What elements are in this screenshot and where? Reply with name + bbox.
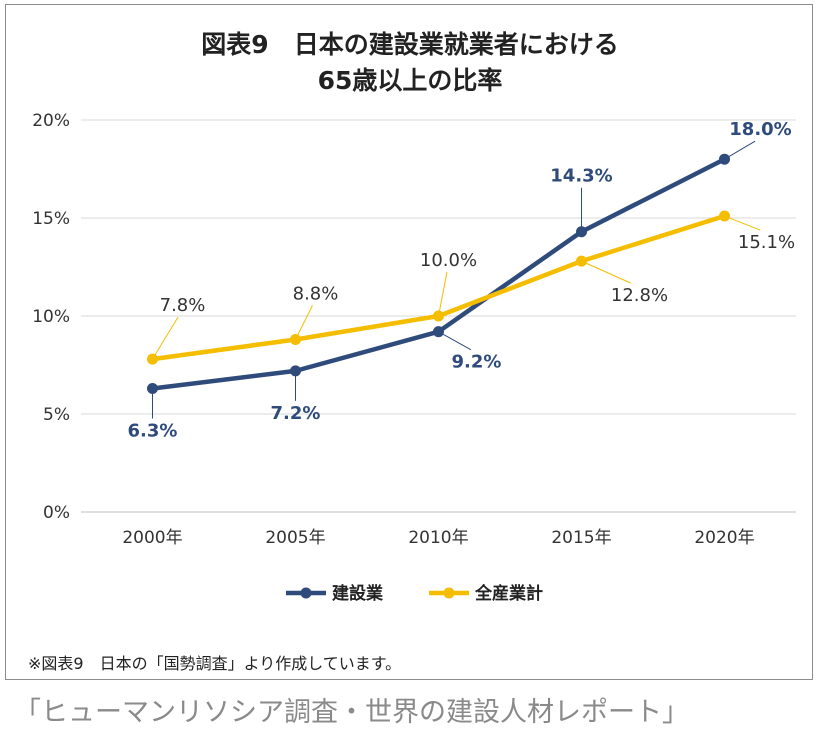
- y-tick-label: 15%: [32, 209, 70, 229]
- legend-label: 建設業: [332, 583, 383, 604]
- data-labels: 6.3% 7.2% 9.2% 14.3% 18.0% 7.8% 8.8% 10.0% 12.8%…: [128, 119, 796, 441]
- data-point: [576, 255, 587, 267]
- leader-line: [438, 271, 448, 317]
- data-point: [433, 310, 444, 322]
- data-label: 14.3%: [550, 166, 612, 187]
- leader-line: [152, 316, 179, 360]
- data-point: [290, 334, 301, 346]
- line-chart: 図表9 日本の建設業就業者における 65歳以上の比率 0% 5% 10% 15% 20%…: [32, 30, 796, 604]
- data-point: [719, 210, 730, 222]
- report-footer: 「ヒューマンリソシア調査・世界の建設人材レポート」: [14, 697, 689, 728]
- chart-title-line-2: 65歳以上の比率: [318, 66, 503, 95]
- y-tick-label: 5%: [43, 405, 70, 425]
- data-label: 9.2%: [452, 352, 502, 373]
- data-label: 8.8%: [293, 284, 339, 305]
- y-tick-label: 10%: [32, 307, 70, 327]
- data-point: [147, 353, 158, 365]
- x-tick-label: 2005年: [265, 528, 325, 548]
- x-tick-label: 2000年: [122, 528, 182, 548]
- data-label: 7.2%: [271, 403, 321, 424]
- data-label: 18.0%: [729, 119, 791, 140]
- axis-labels: 0% 5% 10% 15% 20% 2000年 2005年 2010年 2015年 2020年: [32, 111, 754, 548]
- data-point: [290, 365, 301, 377]
- x-tick-label: 2010年: [408, 528, 468, 548]
- data-point: [433, 326, 444, 338]
- chart-title-line-1: 図表9 日本の建設業就業者における: [201, 30, 618, 59]
- y-tick-label: 0%: [43, 503, 70, 523]
- x-tick-label: 2020年: [694, 528, 754, 548]
- data-label: 15.1%: [738, 232, 795, 253]
- data-label: 12.8%: [611, 285, 668, 306]
- leader-line: [295, 305, 313, 340]
- chart-frame: 図表9 日本の建設業就業者における 65歳以上の比率 0% 5% 10% 15% 20%…: [5, 4, 813, 680]
- legend-swatch-marker: [443, 587, 455, 599]
- leader-line: [724, 140, 756, 160]
- leader-line: [438, 331, 472, 351]
- legend-label: 全産業計: [474, 583, 543, 604]
- data-point: [719, 153, 730, 165]
- x-tick-label: 2015年: [551, 528, 611, 548]
- data-label: 6.3%: [128, 421, 178, 442]
- data-point: [576, 226, 587, 238]
- source-note: ※図表9 日本の「国勢調査」より作成しています。: [28, 654, 402, 673]
- leader-line: [724, 215, 761, 231]
- legend: 建設業 全産業計: [286, 583, 543, 604]
- data-label: 7.8%: [160, 295, 206, 316]
- data-label: 10.0%: [420, 250, 477, 271]
- legend-swatch-marker: [300, 587, 312, 599]
- y-tick-label: 20%: [32, 111, 70, 131]
- series-lines: [147, 153, 730, 395]
- series-line: [152, 157, 726, 391]
- data-point: [147, 383, 158, 395]
- leader-line: [581, 260, 632, 284]
